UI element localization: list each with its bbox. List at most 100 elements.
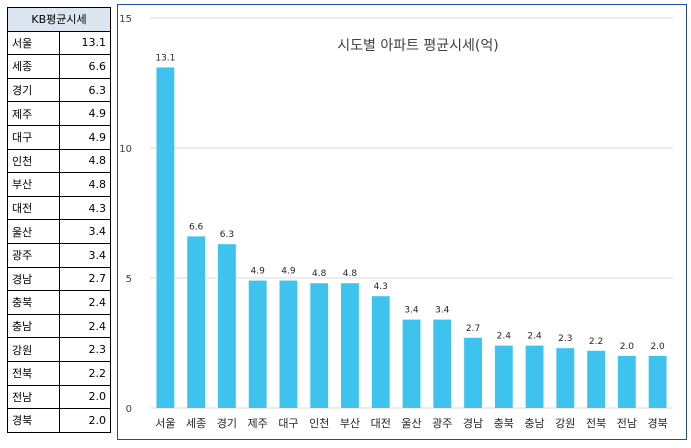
- value-cell: 13.1: [58, 30, 111, 56]
- table-row: 충남 2.4: [7, 313, 111, 339]
- value-labels: 13.1 6.6 6.3 4.9 4.9 4.8 4.8 4.3 3.4 3.4 2.7 2.4 2.4…: [155, 53, 665, 352]
- bar: [248, 280, 267, 408]
- value-cell: 2.2: [58, 360, 111, 386]
- table-row: 대전 4.3: [7, 195, 111, 221]
- bar: [402, 319, 421, 408]
- bar: [617, 356, 636, 408]
- table-header: KB평균시세: [7, 7, 111, 32]
- bar: [433, 319, 452, 408]
- region-cell: 대구: [7, 124, 60, 150]
- x-tick-label: 부산: [340, 417, 360, 430]
- bar: [310, 283, 329, 408]
- y-axis: 0 5 10 15: [119, 14, 132, 415]
- bar: [279, 280, 298, 408]
- x-tick-label: 충북: [494, 417, 514, 430]
- value-cell: 2.4: [58, 313, 111, 339]
- value-cell: 2.4: [58, 290, 111, 315]
- bar: [371, 296, 390, 408]
- x-tick-label: 전북: [586, 417, 606, 430]
- bar: [341, 283, 359, 408]
- region-cell: 충북: [7, 290, 60, 315]
- table-row: 광주 3.4: [7, 242, 111, 268]
- bar: [587, 350, 606, 408]
- value-cell: 6.6: [58, 54, 111, 79]
- chart-title: 시도별 아파트 평균시세(억): [337, 38, 499, 54]
- region-cell: 경기: [7, 77, 60, 103]
- x-tick-label: 충남: [524, 417, 544, 430]
- price-table: KB평균시세 서울 13.1 세종 6.6 경기 6.3 제주 4.9 대구 4.9 인천 4.8 부산…: [7, 7, 111, 433]
- y-tick-label: 10: [119, 144, 132, 155]
- region-cell: 경남: [7, 266, 60, 292]
- region-cell: 전남: [7, 384, 60, 410]
- value-cell: 2.0: [58, 384, 111, 410]
- bar: [648, 356, 667, 408]
- region-cell: 광주: [7, 242, 60, 268]
- region-cell: 인천: [7, 148, 60, 174]
- region-cell: 서울: [7, 30, 60, 56]
- table-row: 강원 2.3: [7, 337, 111, 362]
- x-tick-label: 광주: [432, 417, 452, 430]
- chart-frame: 0 5 10 15 13.1 6.6 6.3 4.9 4.9 4.8 4.8 4.3 3.4 3.4 2.…: [117, 4, 687, 440]
- table-row: 경북 2.0: [7, 408, 111, 433]
- x-tick-label: 울산: [401, 417, 421, 430]
- region-cell: 제주: [7, 101, 60, 126]
- value-cell: 4.9: [58, 124, 111, 150]
- bars: [156, 67, 667, 409]
- table-row: 부산 4.8: [7, 172, 111, 197]
- bar: [556, 348, 575, 408]
- x-tick-label: 서울: [155, 417, 175, 430]
- x-tick-label: 대전: [371, 417, 391, 430]
- table-body: 서울 13.1 세종 6.6 경기 6.3 제주 4.9 대구 4.9 인천 4.8 부산 4.8 대전 4.…: [7, 30, 111, 433]
- bar: [525, 345, 544, 408]
- region-cell: 부산: [7, 172, 60, 197]
- value-label: 2.0: [620, 342, 635, 352]
- bar: [156, 67, 175, 409]
- value-label: 4.3: [374, 282, 388, 292]
- table-row: 울산 3.4: [7, 219, 111, 244]
- bar: [187, 236, 206, 408]
- region-cell: 전북: [7, 360, 60, 386]
- value-label: 6.3: [220, 230, 234, 240]
- table-row: 충북 2.4: [7, 290, 111, 315]
- value-label: 2.3: [558, 334, 572, 344]
- region-cell: 충남: [7, 313, 60, 339]
- value-cell: 2.7: [58, 266, 111, 292]
- value-label: 4.8: [312, 269, 327, 279]
- table-row: 경남 2.7: [7, 266, 111, 292]
- x-tick-label: 경남: [463, 417, 483, 430]
- value-label: 3.4: [435, 306, 450, 316]
- value-cell: 2.3: [58, 337, 111, 362]
- x-tick-label: 강원: [555, 417, 575, 430]
- value-cell: 4.8: [58, 148, 111, 174]
- x-tick-label: 대구: [278, 417, 298, 430]
- value-cell: 2.0: [58, 408, 111, 433]
- value-label: 4.9: [251, 267, 266, 277]
- value-cell: 3.4: [58, 219, 111, 244]
- value-label: 2.0: [650, 342, 665, 352]
- y-tick-label: 0: [126, 404, 132, 415]
- x-tick-label: 인천: [309, 416, 329, 430]
- region-cell: 경북: [7, 408, 60, 433]
- region-cell: 울산: [7, 219, 60, 244]
- value-cell: 4.3: [58, 195, 111, 221]
- table-row: 전남 2.0: [7, 384, 111, 410]
- value-label: 3.4: [404, 306, 419, 316]
- y-tick-label: 15: [119, 14, 132, 25]
- value-cell: 4.8: [58, 172, 111, 197]
- y-tick-label: 5: [126, 274, 132, 285]
- bar-chart: 0 5 10 15 13.1 6.6 6.3 4.9 4.9 4.8 4.8 4.3 3.4 3.4 2.…: [119, 14, 673, 430]
- region-cell: 대전: [7, 195, 60, 221]
- value-label: 2.4: [497, 332, 512, 342]
- value-label: 2.2: [589, 337, 603, 347]
- table-row: 인천 4.8: [7, 148, 111, 174]
- value-label: 2.4: [527, 332, 542, 342]
- value-label: 4.9: [281, 267, 296, 277]
- table-row: 제주 4.9: [7, 101, 111, 126]
- x-tick-label: 제주: [248, 417, 268, 430]
- value-cell: 4.9: [58, 101, 111, 126]
- table-row: 서울 13.1: [7, 30, 111, 56]
- x-tick-label: 전남: [617, 417, 637, 430]
- x-tick-label: 경북: [647, 417, 667, 430]
- region-cell: 강원: [7, 337, 60, 362]
- table-row: 전북 2.2: [7, 360, 111, 386]
